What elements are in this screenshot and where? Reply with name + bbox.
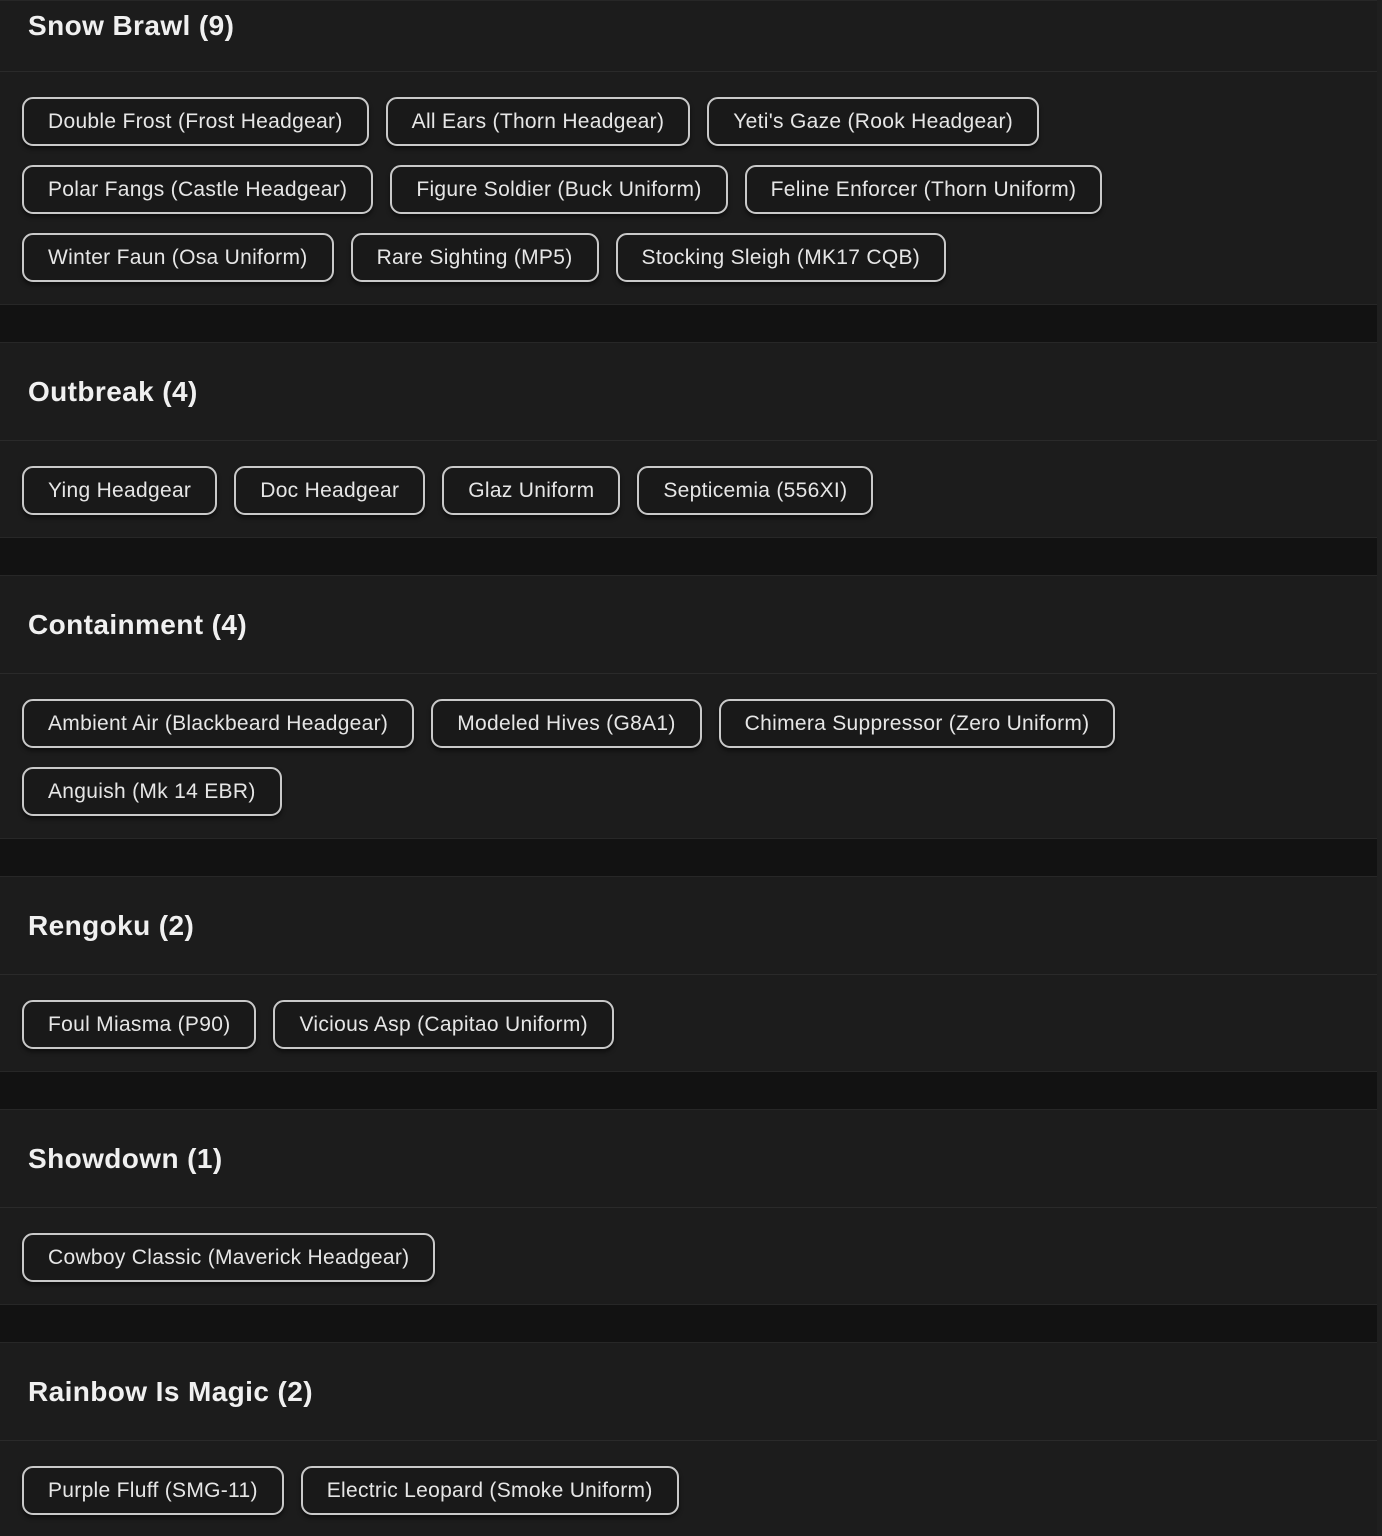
event-items-container: Foul Miasma (P90) Vicious Asp (Capitao Un… <box>0 975 1382 1071</box>
event-items-container: Ying Headgear Doc Headgear Glaz Uniform Sep… <box>0 441 1382 537</box>
item-chip[interactable]: Stocking Sleigh (MK17 CQB) <box>615 233 947 282</box>
item-chip[interactable]: Polar Fangs (Castle Headgear) <box>22 165 374 214</box>
event-section-header: Snow Brawl (9) <box>0 1 1382 72</box>
event-items-container: Cowboy Classic (Maverick Headgear) <box>0 1208 1382 1304</box>
event-section-header: Showdown (1) <box>0 1110 1382 1208</box>
event-items-container: Ambient Air (Blackbeard Headgear) Modeled… <box>0 674 1382 838</box>
event-items-container: Purple Fluff (SMG-11) Electric Leopard (S… <box>0 1441 1382 1536</box>
item-chip[interactable]: Ambient Air (Blackbeard Headgear) <box>22 699 415 748</box>
event-items-container: Double Frost (Frost Headgear) All Ears (T… <box>0 72 1382 304</box>
event-section: Rainbow Is Magic (2) Purple Fluff (SMG-1… <box>0 1342 1382 1536</box>
event-section-title: Outbreak (4) <box>28 375 198 407</box>
event-section-title: Snow Brawl (9) <box>28 10 235 41</box>
scrollbar-track[interactable] <box>1377 0 1382 1536</box>
item-chip[interactable]: Double Frost (Frost Headgear) <box>22 97 369 146</box>
event-section-title: Rainbow Is Magic (2) <box>28 1375 313 1407</box>
event-section-header: Rengoku (2) <box>0 877 1382 975</box>
item-chip[interactable]: Chimera Suppressor (Zero Uniform) <box>718 699 1116 748</box>
event-section: Outbreak (4) Ying Headgear Doc Headgear Gl… <box>0 342 1382 538</box>
item-chip[interactable]: Figure Soldier (Buck Uniform) <box>390 165 728 214</box>
item-chip[interactable]: Vicious Asp (Capitao Uniform) <box>273 1000 614 1049</box>
event-section-header: Rainbow Is Magic (2) <box>0 1343 1382 1441</box>
event-section: Showdown (1) Cowboy Classic (Maverick He… <box>0 1109 1382 1305</box>
item-chip[interactable]: Winter Faun (Osa Uniform) <box>22 233 334 282</box>
item-chip[interactable]: Doc Headgear <box>234 466 426 515</box>
event-section-header: Outbreak (4) <box>0 343 1382 441</box>
item-chip[interactable]: Anguish (Mk 14 EBR) <box>22 767 282 816</box>
item-chip[interactable]: Foul Miasma (P90) <box>22 1000 257 1049</box>
item-chip[interactable]: Modeled Hives (G8A1) <box>431 699 702 748</box>
item-chip[interactable]: Cowboy Classic (Maverick Headgear) <box>22 1233 436 1282</box>
event-section-title: Showdown (1) <box>28 1142 223 1174</box>
item-chip[interactable]: All Ears (Thorn Headgear) <box>385 97 691 146</box>
item-chip[interactable]: Electric Leopard (Smoke Uniform) <box>300 1466 679 1515</box>
item-chip[interactable]: Purple Fluff (SMG-11) <box>22 1466 284 1515</box>
event-section: Snow Brawl (9) Double Frost (Frost Headg… <box>0 0 1382 305</box>
event-section: Rengoku (2) Foul Miasma (P90) Vicious Asp… <box>0 876 1382 1072</box>
item-chip[interactable]: Ying Headgear <box>22 466 218 515</box>
item-chip[interactable]: Rare Sighting (MP5) <box>350 233 599 282</box>
event-section-header: Containment (4) <box>0 576 1382 674</box>
item-chip[interactable]: Septicemia (556XI) <box>637 466 874 515</box>
event-section: Containment (4) Ambient Air (Blackbeard … <box>0 575 1382 839</box>
event-section-title: Rengoku (2) <box>28 909 195 941</box>
item-chip[interactable]: Yeti's Gaze (Rook Headgear) <box>707 97 1040 146</box>
item-chip[interactable]: Feline Enforcer (Thorn Uniform) <box>744 165 1103 214</box>
item-chip[interactable]: Glaz Uniform <box>442 466 621 515</box>
event-section-title: Containment (4) <box>28 608 248 640</box>
